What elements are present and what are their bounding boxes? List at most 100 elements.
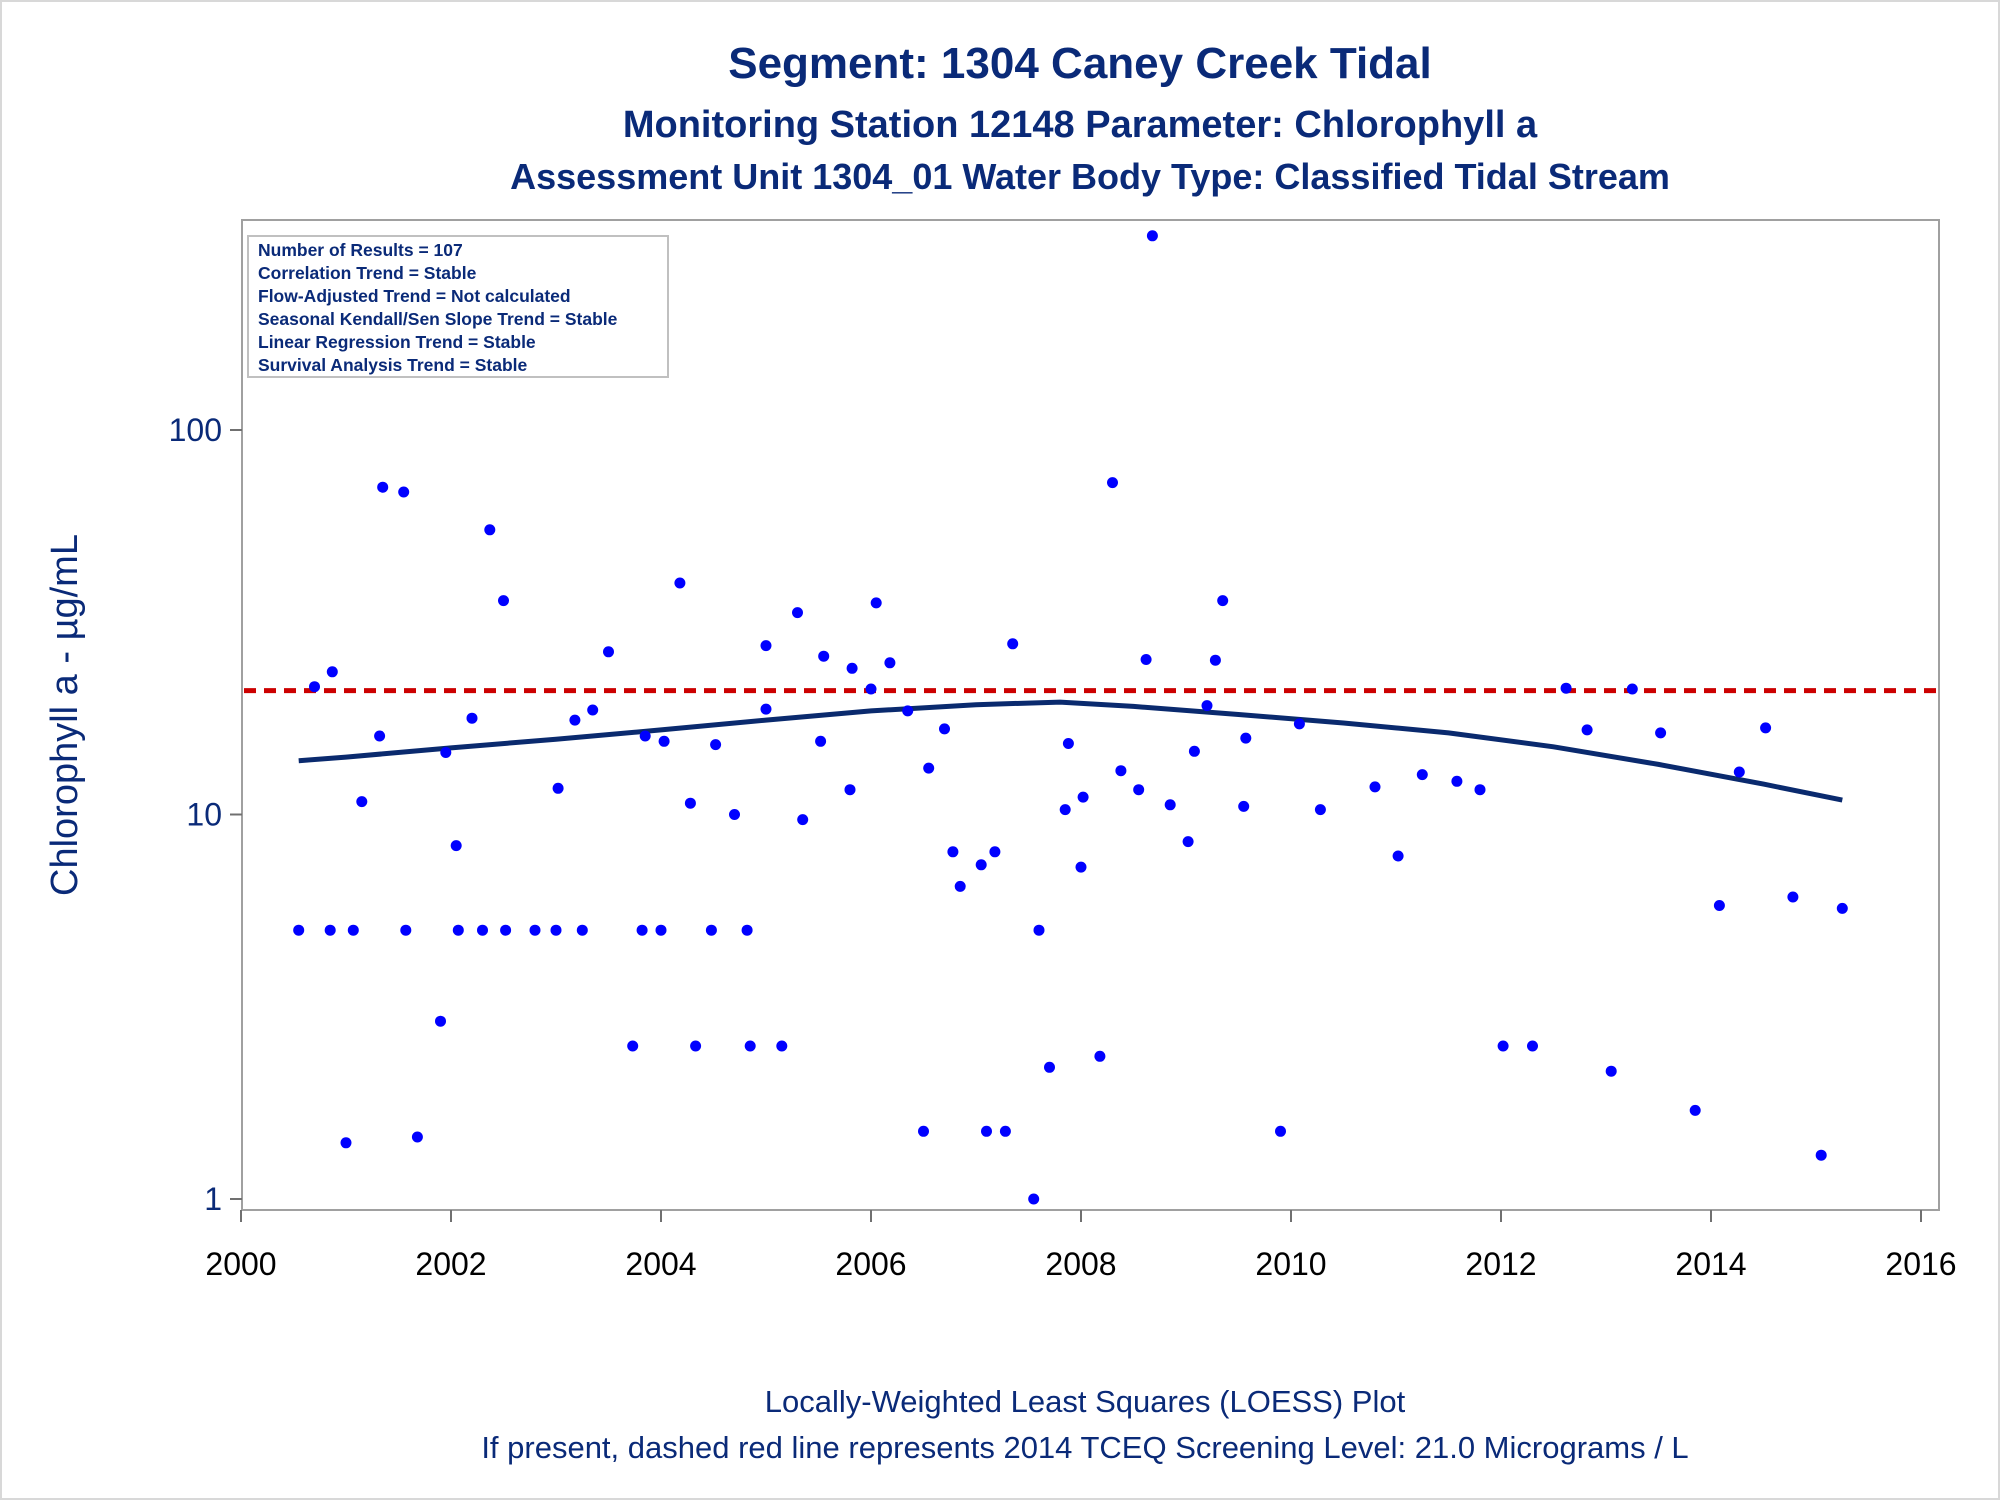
data-point [1451, 775, 1463, 787]
plot-area [241, 219, 1940, 1211]
data-point [844, 784, 856, 796]
data-point [792, 607, 803, 619]
x-tick-label: 2002 [415, 1246, 486, 1282]
data-point [939, 723, 950, 735]
stats-line: Correlation Trend = Stable [258, 263, 477, 283]
data-point [1760, 722, 1772, 734]
data-point [1059, 804, 1071, 816]
data-point [1416, 769, 1428, 781]
data-point [705, 924, 717, 936]
data-point [1527, 1040, 1538, 1052]
data-point [760, 703, 772, 715]
data-point [690, 1040, 702, 1052]
data-point [999, 1125, 1011, 1137]
data-point [500, 924, 512, 936]
data-point [760, 640, 772, 652]
data-point [776, 1040, 788, 1052]
data-point [865, 683, 877, 695]
data-point [1474, 784, 1486, 796]
data-point [1115, 765, 1127, 777]
data-point [1133, 784, 1145, 796]
data-point [818, 650, 830, 662]
data-point [498, 595, 509, 607]
data-point [1392, 850, 1404, 862]
data-point [1033, 924, 1045, 936]
x-tick-label: 2006 [835, 1246, 906, 1282]
data-point [340, 1137, 352, 1149]
stats-line: Flow-Adjusted Trend = Not calculated [258, 286, 571, 306]
stats-inset-border [247, 235, 669, 378]
data-point [1560, 682, 1572, 694]
data-point [884, 657, 896, 669]
data-point [639, 730, 651, 742]
data-point [744, 1040, 756, 1052]
data-point [846, 662, 858, 674]
data-point [1164, 799, 1176, 811]
chart-title: Segment: 1304 Caney Creek Tidal [728, 39, 1432, 88]
data-point [1146, 230, 1158, 242]
data-points [293, 230, 1848, 1205]
data-point [710, 739, 722, 751]
data-point [674, 577, 686, 589]
data-point [1275, 1125, 1286, 1137]
data-point [293, 924, 305, 936]
stats-line: Seasonal Kendall/Sen Slope Trend = Stabl… [258, 309, 618, 329]
data-point [1314, 804, 1326, 816]
data-point [569, 714, 581, 726]
data-point [1107, 477, 1118, 489]
data-point [989, 846, 1001, 858]
data-point [729, 809, 740, 820]
footnote-screening: If present, dashed red line represents 2… [481, 1430, 1688, 1465]
data-point [684, 797, 696, 809]
data-point [1497, 1040, 1509, 1052]
y-tick-label: 1 [204, 1181, 222, 1217]
data-point [1075, 861, 1087, 873]
data-point [1044, 1061, 1055, 1073]
data-point [377, 481, 389, 493]
data-point [797, 814, 809, 826]
data-point [627, 1040, 639, 1052]
data-point [1815, 1149, 1827, 1161]
data-point [815, 735, 827, 747]
y-tick-label: 100 [169, 412, 222, 448]
data-point [1028, 1193, 1040, 1205]
data-point [552, 782, 564, 794]
data-point [400, 924, 412, 936]
data-point [1209, 654, 1221, 666]
data-point [398, 486, 410, 498]
data-point [1689, 1104, 1701, 1116]
x-tick-label: 2000 [205, 1246, 276, 1282]
data-point [902, 705, 914, 717]
data-point [1655, 727, 1667, 739]
data-point [356, 796, 368, 808]
axes: 2000 2002 2004 2006 2008 2010 2012 2014 2016 1 10 1… [169, 412, 1957, 1282]
data-point [440, 747, 452, 758]
x-tick-label: 2014 [1675, 1246, 1746, 1282]
data-point [603, 646, 614, 658]
data-point [324, 924, 336, 936]
chart-subtitle: Monitoring Station 12148 Parameter: Chlo… [623, 104, 1538, 146]
stats-line: Survival Analysis Trend = Stable [258, 355, 528, 375]
data-point [655, 924, 667, 936]
data-point [923, 762, 935, 774]
data-point [477, 924, 488, 936]
loess-curve [298, 699, 1843, 803]
y-axis-label: Chlorophyll a - µg/mL [44, 534, 86, 896]
data-point [1007, 638, 1019, 650]
data-point [1733, 766, 1745, 778]
data-point [309, 681, 320, 693]
data-point [1836, 902, 1848, 914]
data-point [1182, 836, 1194, 848]
data-point [452, 924, 464, 936]
stats-inset: Number of Results = 107 Correlation Trend… [247, 235, 669, 378]
data-point [1605, 1065, 1617, 1077]
data-point [741, 924, 753, 936]
data-point [947, 846, 959, 858]
data-point [450, 840, 462, 852]
x-tick-label: 2016 [1885, 1246, 1956, 1282]
data-point [1240, 732, 1252, 744]
data-point [484, 524, 496, 536]
data-point [347, 924, 359, 936]
